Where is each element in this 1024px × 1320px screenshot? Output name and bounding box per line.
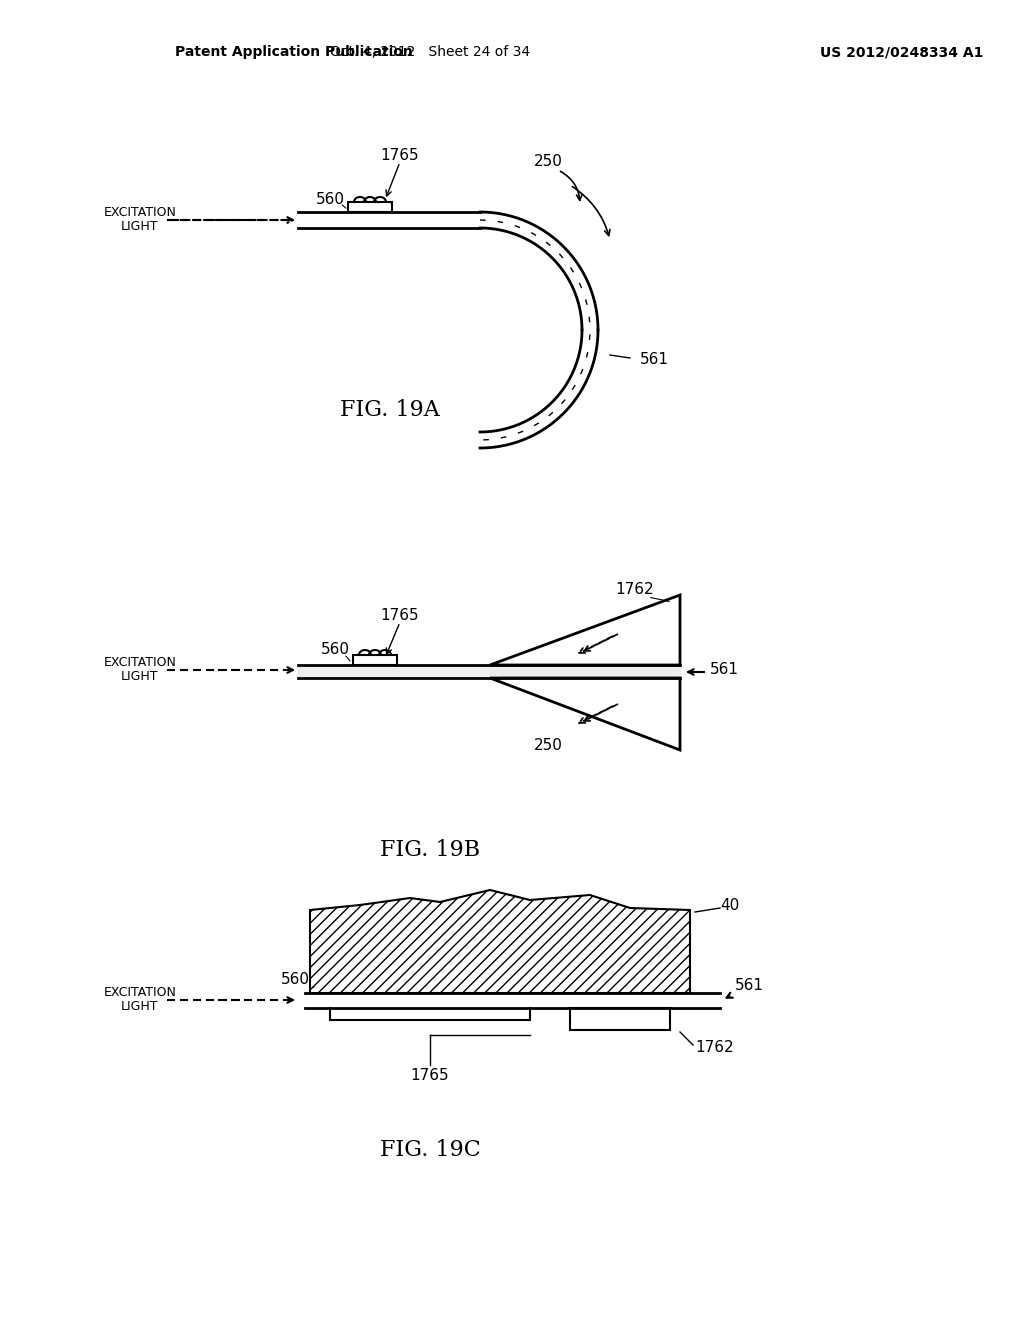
Text: 40: 40 <box>720 898 739 912</box>
FancyBboxPatch shape <box>348 202 392 213</box>
Text: FIG. 19B: FIG. 19B <box>380 840 480 861</box>
Text: 561: 561 <box>640 352 669 367</box>
Text: 561: 561 <box>735 978 764 993</box>
Text: 1765: 1765 <box>381 148 419 162</box>
Text: EXCITATION: EXCITATION <box>103 656 176 669</box>
Text: 1762: 1762 <box>615 582 653 598</box>
Text: 250: 250 <box>534 738 562 752</box>
Text: Oct. 4, 2012   Sheet 24 of 34: Oct. 4, 2012 Sheet 24 of 34 <box>330 45 530 59</box>
Text: Patent Application Publication: Patent Application Publication <box>175 45 413 59</box>
Text: US 2012/0248334 A1: US 2012/0248334 A1 <box>820 45 983 59</box>
Text: 1762: 1762 <box>695 1040 733 1056</box>
Text: 1765: 1765 <box>411 1068 450 1082</box>
Text: FIG. 19C: FIG. 19C <box>380 1139 480 1162</box>
Polygon shape <box>310 890 690 993</box>
Text: EXCITATION: EXCITATION <box>103 986 176 999</box>
Text: 560: 560 <box>281 973 310 987</box>
Text: 560: 560 <box>321 643 349 657</box>
Text: LIGHT: LIGHT <box>121 671 159 684</box>
Text: 560: 560 <box>315 193 344 207</box>
Text: 250: 250 <box>534 154 562 169</box>
FancyBboxPatch shape <box>353 655 397 665</box>
Text: EXCITATION: EXCITATION <box>103 206 176 219</box>
Text: 561: 561 <box>710 663 739 677</box>
Text: LIGHT: LIGHT <box>121 1001 159 1014</box>
Text: LIGHT: LIGHT <box>121 220 159 234</box>
Text: 1765: 1765 <box>381 607 419 623</box>
Text: FIG. 19A: FIG. 19A <box>340 399 440 421</box>
